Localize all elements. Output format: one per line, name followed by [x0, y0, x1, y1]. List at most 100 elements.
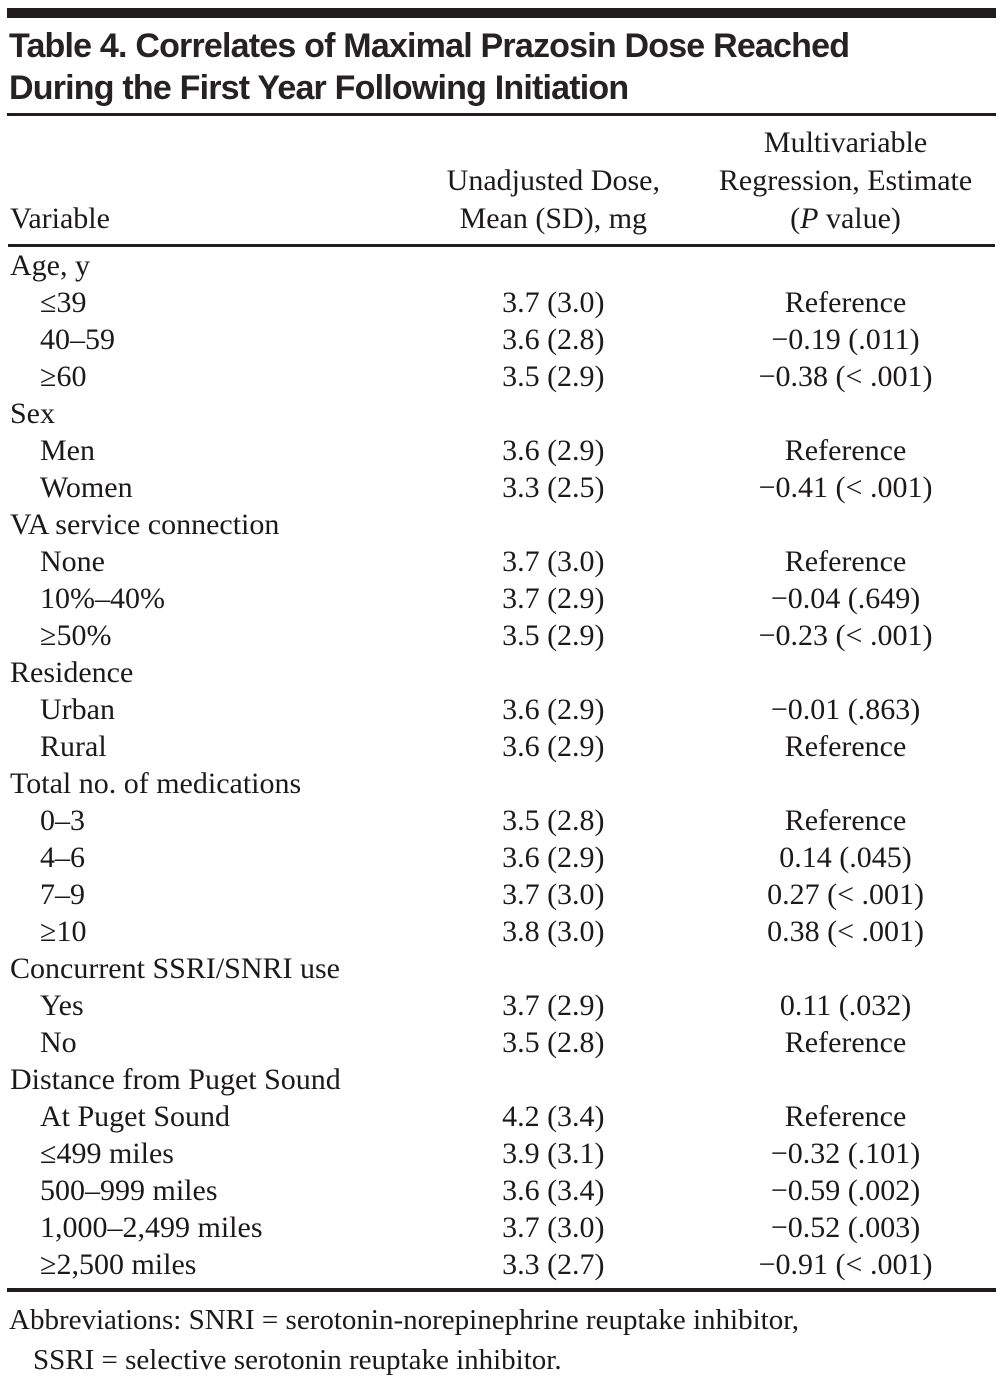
row-estimate-value: Reference — [784, 1100, 907, 1133]
table-row: 4–6 3.6 (2.9) 0.14 (.045) — [8, 839, 995, 876]
row-dose-value: 3.3 (2.7) — [502, 1248, 605, 1281]
header-dose-line2: Mean (SD), mg — [459, 202, 648, 235]
table-row: ≤499 miles 3.9 (3.1) −0.32 (.101) — [8, 1135, 995, 1172]
row-dose-value — [423, 506, 685, 543]
table-row: Rural 3.6 (2.9) Reference — [8, 728, 995, 765]
row-dose-value: 3.6 (2.9) — [502, 841, 605, 874]
row-dose-value — [423, 246, 685, 285]
footnote-line1: Abbreviations: SNRI = serotonin-norepine… — [9, 1304, 799, 1336]
row-variable-label: 1,000–2,499 miles — [40, 1211, 263, 1244]
table-row: ≥60 3.5 (2.9) −0.38 (< .001) — [8, 358, 995, 395]
pvalue-paren-open: ( — [790, 202, 801, 235]
table-row: Urban 3.6 (2.9) −0.01 (.863) — [8, 691, 995, 728]
row-dose-value: 3.6 (2.8) — [502, 323, 605, 356]
table-row: Total no. of medications — [8, 765, 995, 802]
footnote-line2: SSRI = selective serotonin reuptake inhi… — [33, 1344, 562, 1376]
row-estimate-value — [684, 506, 995, 543]
row-estimate-value: Reference — [784, 545, 907, 578]
table-row: 500–999 miles 3.6 (3.4) −0.59 (.002) — [8, 1172, 995, 1209]
row-dose-value: 3.6 (2.9) — [502, 434, 605, 467]
row-estimate-value: −0.01 (.863) — [770, 693, 921, 726]
row-dose-value: 3.7 (2.9) — [502, 989, 605, 1022]
row-estimate-value: −0.41 (< .001) — [758, 471, 933, 504]
header-unadjusted-dose: Unadjusted Dose, Mean (SD), mg — [422, 116, 685, 247]
row-estimate-value: 0.14 (.045) — [779, 841, 912, 874]
row-variable-label: 7–9 — [40, 878, 85, 911]
row-variable-label: ≥10 — [40, 915, 87, 948]
row-estimate-value — [684, 654, 995, 691]
row-dose-value — [423, 395, 685, 432]
table-row: Sex — [8, 395, 995, 432]
row-estimate-value: −0.19 (.011) — [771, 323, 920, 356]
row-dose-value: 3.7 (3.0) — [502, 1211, 605, 1244]
row-dose-value — [423, 654, 685, 691]
row-dose-value — [423, 950, 685, 987]
row-variable-label: Residence — [10, 656, 134, 689]
table-row: VA service connection — [8, 506, 995, 543]
row-estimate-value: −0.23 (< .001) — [758, 619, 933, 652]
row-variable-label: Concurrent SSRI/SNRI use — [10, 952, 340, 985]
row-variable-label: Age, y — [10, 249, 90, 282]
table-row: 1,000–2,499 miles 3.7 (3.0) −0.52 (.003) — [8, 1209, 995, 1246]
row-variable-label: VA service connection — [10, 508, 280, 541]
row-dose-value: 3.3 (2.5) — [502, 471, 605, 504]
row-estimate-value — [684, 765, 995, 802]
row-estimate-value: 0.27 (< .001) — [767, 878, 924, 911]
table-row: 7–9 3.7 (3.0) 0.27 (< .001) — [8, 876, 995, 913]
table-title-line1: Table 4. Correlates of Maximal Prazosin … — [9, 27, 850, 65]
row-variable-label: Men — [40, 434, 95, 467]
table-row: Women 3.3 (2.5) −0.41 (< .001) — [8, 469, 995, 506]
row-dose-value: 4.2 (3.4) — [502, 1100, 605, 1133]
pvalue-p-italic: P — [800, 202, 819, 235]
table-header: Variable Unadjusted Dose, Mean (SD), mg … — [8, 116, 995, 247]
table-row: ≥50% 3.5 (2.9) −0.23 (< .001) — [8, 617, 995, 654]
row-variable-label: 0–3 — [40, 804, 85, 837]
header-variable-label: Variable — [10, 202, 110, 235]
table-row: Men 3.6 (2.9) Reference — [8, 432, 995, 469]
table-row: None 3.7 (3.0) Reference — [8, 543, 995, 580]
row-variable-label: Sex — [10, 397, 55, 430]
row-dose-value: 3.6 (2.9) — [502, 693, 605, 726]
row-dose-value: 3.6 (2.9) — [502, 730, 605, 763]
table-row: ≤39 3.7 (3.0) Reference — [8, 284, 995, 321]
row-dose-value: 3.7 (3.0) — [502, 286, 605, 319]
row-estimate-value: −0.59 (.002) — [770, 1174, 921, 1207]
row-estimate-value: −0.32 (.101) — [770, 1137, 921, 1170]
row-dose-value: 3.6 (3.4) — [502, 1174, 605, 1207]
row-variable-label: ≥60 — [40, 360, 87, 393]
row-variable-label: ≥50% — [40, 619, 112, 652]
row-variable-label: Rural — [40, 730, 107, 763]
row-estimate-value: Reference — [784, 434, 907, 467]
title-rule — [7, 113, 996, 116]
header-est-line2: Regression, Estimate — [718, 164, 973, 197]
row-variable-label: Distance from Puget Sound — [10, 1063, 341, 1096]
table-row: 0–3 3.5 (2.8) Reference — [8, 802, 995, 839]
table-title-line2: During the First Year Following Initiati… — [9, 69, 629, 107]
table-row: Distance from Puget Sound — [8, 1061, 995, 1098]
table-body: Age, y ≤39 3.7 (3.0) Reference 40–59 3.6… — [8, 246, 995, 1284]
row-dose-value: 3.5 (2.9) — [502, 360, 605, 393]
row-dose-value: 3.5 (2.8) — [502, 1026, 605, 1059]
row-variable-label: Yes — [40, 989, 84, 1022]
row-dose-value: 3.8 (3.0) — [502, 915, 605, 948]
footnote-rule — [7, 1288, 996, 1292]
row-dose-value: 3.5 (2.8) — [502, 804, 605, 837]
row-estimate-value — [684, 1061, 995, 1098]
row-variable-label: 4–6 — [40, 841, 85, 874]
row-dose-value: 3.9 (3.1) — [502, 1137, 605, 1170]
row-variable-label: ≤39 — [40, 286, 87, 319]
row-estimate-value: −0.04 (.649) — [770, 582, 921, 615]
row-variable-label: 10%–40% — [40, 582, 165, 615]
row-estimate-value: Reference — [784, 286, 907, 319]
row-variable-label: 40–59 — [40, 323, 115, 356]
row-variable-label: None — [40, 545, 105, 578]
row-variable-label: Total no. of medications — [10, 767, 302, 800]
table-row: 40–59 3.6 (2.8) −0.19 (.011) — [8, 321, 995, 358]
row-variable-label: 500–999 miles — [40, 1174, 218, 1207]
top-thick-rule — [7, 8, 996, 18]
row-estimate-value: Reference — [784, 804, 907, 837]
row-estimate-value — [684, 246, 995, 285]
table-title: Table 4. Correlates of Maximal Prazosin … — [9, 25, 995, 109]
row-estimate-value — [684, 395, 995, 432]
